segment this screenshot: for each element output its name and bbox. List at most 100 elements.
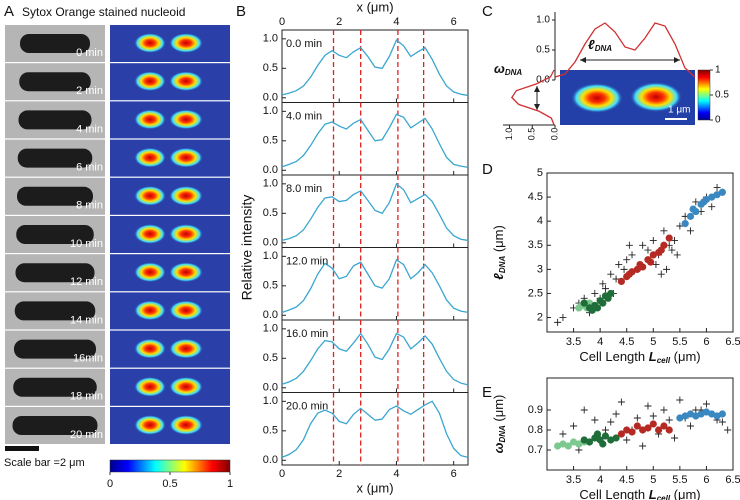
point	[718, 418, 726, 426]
label-part: ℓ	[491, 273, 506, 280]
x-tick-label: 6.5	[725, 336, 740, 348]
point	[580, 406, 588, 414]
point	[639, 442, 647, 450]
series-label: 12.0 min	[286, 255, 328, 267]
y-tick-label: 0.0	[549, 128, 559, 141]
x-tick-label: 4	[393, 468, 399, 480]
point	[649, 412, 657, 420]
point	[623, 436, 631, 444]
scale-bar-label: 1 μm	[668, 105, 690, 116]
x-axis-label: x (μm)	[356, 0, 393, 14]
nucleoid-blob	[630, 82, 682, 112]
colorbar-tick-label: 0.5	[715, 90, 729, 101]
point	[599, 299, 607, 307]
point	[580, 299, 588, 307]
y-tick-label: 0.5	[536, 45, 550, 56]
point	[724, 426, 732, 434]
x-axis-label: Cell Length Lcell (μm)	[579, 487, 700, 500]
time-label: 10 min	[70, 238, 103, 250]
point	[554, 318, 562, 326]
point	[657, 246, 665, 254]
nucleoid-blob	[169, 109, 203, 130]
point	[607, 270, 615, 278]
colorbar-tick-label: 0	[107, 478, 113, 490]
point	[660, 227, 668, 235]
label-part: cell	[657, 356, 671, 365]
point	[700, 198, 708, 206]
y-tick-label: 1.0	[263, 33, 278, 45]
point	[681, 219, 689, 228]
y-tick-label: 1.0	[263, 250, 278, 262]
point	[686, 422, 694, 430]
y-tick-label: 2.5	[528, 287, 543, 299]
point	[665, 416, 673, 424]
cell	[15, 263, 95, 283]
point	[676, 396, 684, 404]
x-tick-label: 4	[393, 16, 399, 28]
point	[676, 222, 684, 230]
point	[636, 260, 644, 269]
y-tick-label: 1.0	[536, 15, 550, 26]
series-label: 0.0 min	[286, 38, 322, 50]
nucleoid-blob	[169, 185, 203, 206]
point	[660, 406, 668, 414]
arrowheads	[534, 86, 540, 110]
label-part: cell	[657, 494, 671, 500]
series-label: 8.0 min	[286, 183, 322, 195]
time-label: 4 min	[76, 123, 103, 135]
nucleoid-blob	[134, 415, 166, 435]
nucleoid-blob	[134, 71, 166, 92]
point	[647, 258, 655, 266]
label-part: (μm)	[670, 349, 701, 364]
point	[628, 251, 636, 259]
plot-frame	[546, 377, 734, 471]
x-tick-label: 6.5	[725, 474, 740, 486]
point	[644, 246, 652, 254]
point	[665, 234, 673, 242]
point	[575, 446, 583, 454]
point	[686, 227, 694, 235]
point	[652, 261, 660, 269]
cell	[17, 186, 93, 206]
point	[570, 422, 578, 430]
y-tick-label: 0.0	[263, 454, 278, 466]
time-label: 8 min	[76, 200, 103, 212]
point	[718, 188, 726, 196]
y-tick-label: 0.0	[263, 382, 278, 394]
y-tick-label: 4	[537, 215, 543, 227]
y-tick-label: 1.0	[263, 323, 278, 335]
nucleoid-blob	[134, 185, 166, 206]
nucleoid-blob	[169, 71, 203, 92]
nucleoid-blob	[134, 262, 166, 283]
point	[625, 241, 633, 249]
point	[591, 416, 599, 424]
time-label: 18 min	[70, 391, 103, 403]
point	[628, 428, 636, 436]
x-tick-label: 0	[279, 16, 285, 28]
point	[585, 438, 594, 446]
x-tick-label: 6	[451, 468, 457, 480]
y-tick-label: 0.0	[263, 164, 278, 176]
profile-line	[281, 258, 469, 313]
panel-label: B	[236, 3, 246, 20]
point	[649, 420, 657, 428]
time-label: 2 min	[76, 85, 103, 97]
time-label: 6 min	[76, 162, 103, 174]
point	[686, 212, 695, 220]
profile-line	[281, 113, 469, 168]
x-tick-label: 3.5	[566, 474, 581, 486]
series-label: 20.0 min	[286, 400, 328, 412]
nucleoid-blob	[134, 338, 166, 359]
x-tick-label: 2	[336, 16, 342, 28]
cell	[12, 416, 98, 435]
nucleoid-blob	[134, 147, 166, 168]
y-tick-label: 5	[537, 167, 543, 179]
cell	[18, 110, 92, 130]
panel-label: A	[4, 3, 14, 20]
x-tick-label: 3.5	[566, 336, 581, 348]
x-tick-label: 6	[451, 16, 457, 28]
label-part: DNA	[498, 425, 507, 443]
point	[655, 426, 663, 434]
label-part: ω	[491, 442, 506, 453]
point	[668, 246, 676, 254]
